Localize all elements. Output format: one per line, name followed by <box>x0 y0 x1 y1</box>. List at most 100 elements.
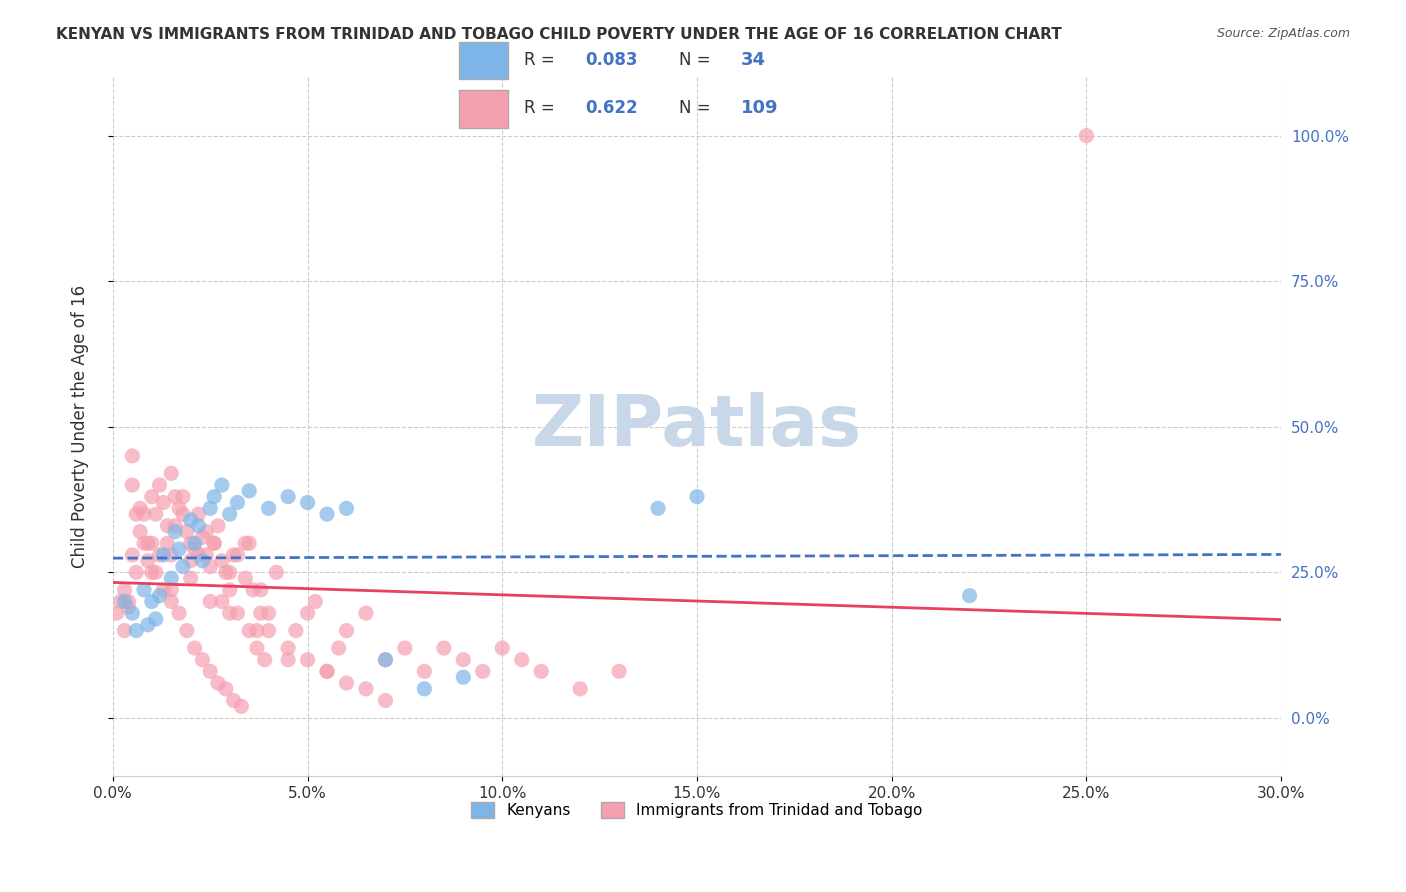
Point <box>152 582 174 597</box>
Point <box>110 594 132 608</box>
Point <box>316 665 339 679</box>
Point <box>121 449 143 463</box>
Point <box>172 559 194 574</box>
Point <box>148 548 170 562</box>
Point <box>187 507 209 521</box>
Point <box>316 665 339 679</box>
Point <box>148 478 170 492</box>
Point <box>172 507 194 521</box>
Point <box>183 536 205 550</box>
Point <box>148 589 170 603</box>
Point <box>215 681 238 696</box>
Point <box>136 554 159 568</box>
Point <box>141 566 163 580</box>
Point <box>238 483 260 498</box>
Point <box>121 606 143 620</box>
Point <box>277 490 299 504</box>
Point <box>125 566 148 580</box>
Text: 0.622: 0.622 <box>585 99 638 117</box>
Point <box>354 681 377 696</box>
Point <box>200 665 222 679</box>
Point <box>238 536 260 550</box>
Text: N =: N = <box>679 51 716 69</box>
Point <box>394 641 416 656</box>
Point <box>141 536 163 550</box>
Text: KENYAN VS IMMIGRANTS FROM TRINIDAD AND TOBAGO CHILD POVERTY UNDER THE AGE OF 16 : KENYAN VS IMMIGRANTS FROM TRINIDAD AND T… <box>56 27 1062 42</box>
Point <box>226 548 249 562</box>
Point <box>165 490 187 504</box>
FancyBboxPatch shape <box>460 42 508 79</box>
Point <box>253 653 276 667</box>
Point <box>453 670 475 684</box>
Point <box>145 507 167 521</box>
Point <box>569 681 592 696</box>
Point <box>180 554 202 568</box>
Point <box>246 624 269 638</box>
Point <box>160 548 183 562</box>
Point <box>180 536 202 550</box>
Point <box>152 548 174 562</box>
Point <box>374 653 396 667</box>
Point <box>218 507 240 521</box>
Point <box>129 501 152 516</box>
Y-axis label: Child Poverty Under the Age of 16: Child Poverty Under the Age of 16 <box>72 285 89 568</box>
Point <box>277 653 299 667</box>
Point <box>218 566 240 580</box>
Point <box>335 676 357 690</box>
Point <box>132 507 155 521</box>
Point <box>202 536 225 550</box>
Text: R =: R = <box>524 51 561 69</box>
Point <box>218 582 240 597</box>
Point <box>471 665 494 679</box>
Point <box>167 542 190 557</box>
Text: N =: N = <box>679 99 716 117</box>
Point <box>374 693 396 707</box>
Point <box>233 571 256 585</box>
FancyBboxPatch shape <box>460 90 508 128</box>
Point <box>191 554 214 568</box>
Point <box>136 536 159 550</box>
Point <box>167 606 190 620</box>
Point <box>187 518 209 533</box>
Point <box>132 536 155 550</box>
Point <box>297 606 319 620</box>
Point <box>207 518 229 533</box>
Point <box>433 641 456 656</box>
Point <box>335 501 357 516</box>
Point <box>453 653 475 667</box>
Text: 0.083: 0.083 <box>585 51 638 69</box>
Point <box>328 641 350 656</box>
Point <box>114 594 136 608</box>
Point <box>176 624 198 638</box>
Point <box>231 699 253 714</box>
Point <box>335 624 357 638</box>
Point <box>316 507 339 521</box>
Point <box>297 495 319 509</box>
Point <box>121 548 143 562</box>
Point <box>233 536 256 550</box>
Point <box>510 653 533 667</box>
Point <box>200 559 222 574</box>
Point <box>167 501 190 516</box>
Point <box>222 548 245 562</box>
Point <box>250 582 273 597</box>
Point <box>152 495 174 509</box>
Point <box>250 606 273 620</box>
Point <box>959 589 981 603</box>
Point <box>200 594 222 608</box>
Point <box>226 606 249 620</box>
Point <box>129 524 152 539</box>
Point <box>132 582 155 597</box>
Point <box>160 594 183 608</box>
Point <box>200 501 222 516</box>
Point <box>304 594 326 608</box>
Point <box>191 531 214 545</box>
Point <box>180 571 202 585</box>
Point <box>117 594 139 608</box>
Point <box>172 490 194 504</box>
Point <box>1076 128 1098 143</box>
Text: Source: ZipAtlas.com: Source: ZipAtlas.com <box>1216 27 1350 40</box>
Point <box>160 571 183 585</box>
Point <box>121 478 143 492</box>
Point <box>284 624 307 638</box>
